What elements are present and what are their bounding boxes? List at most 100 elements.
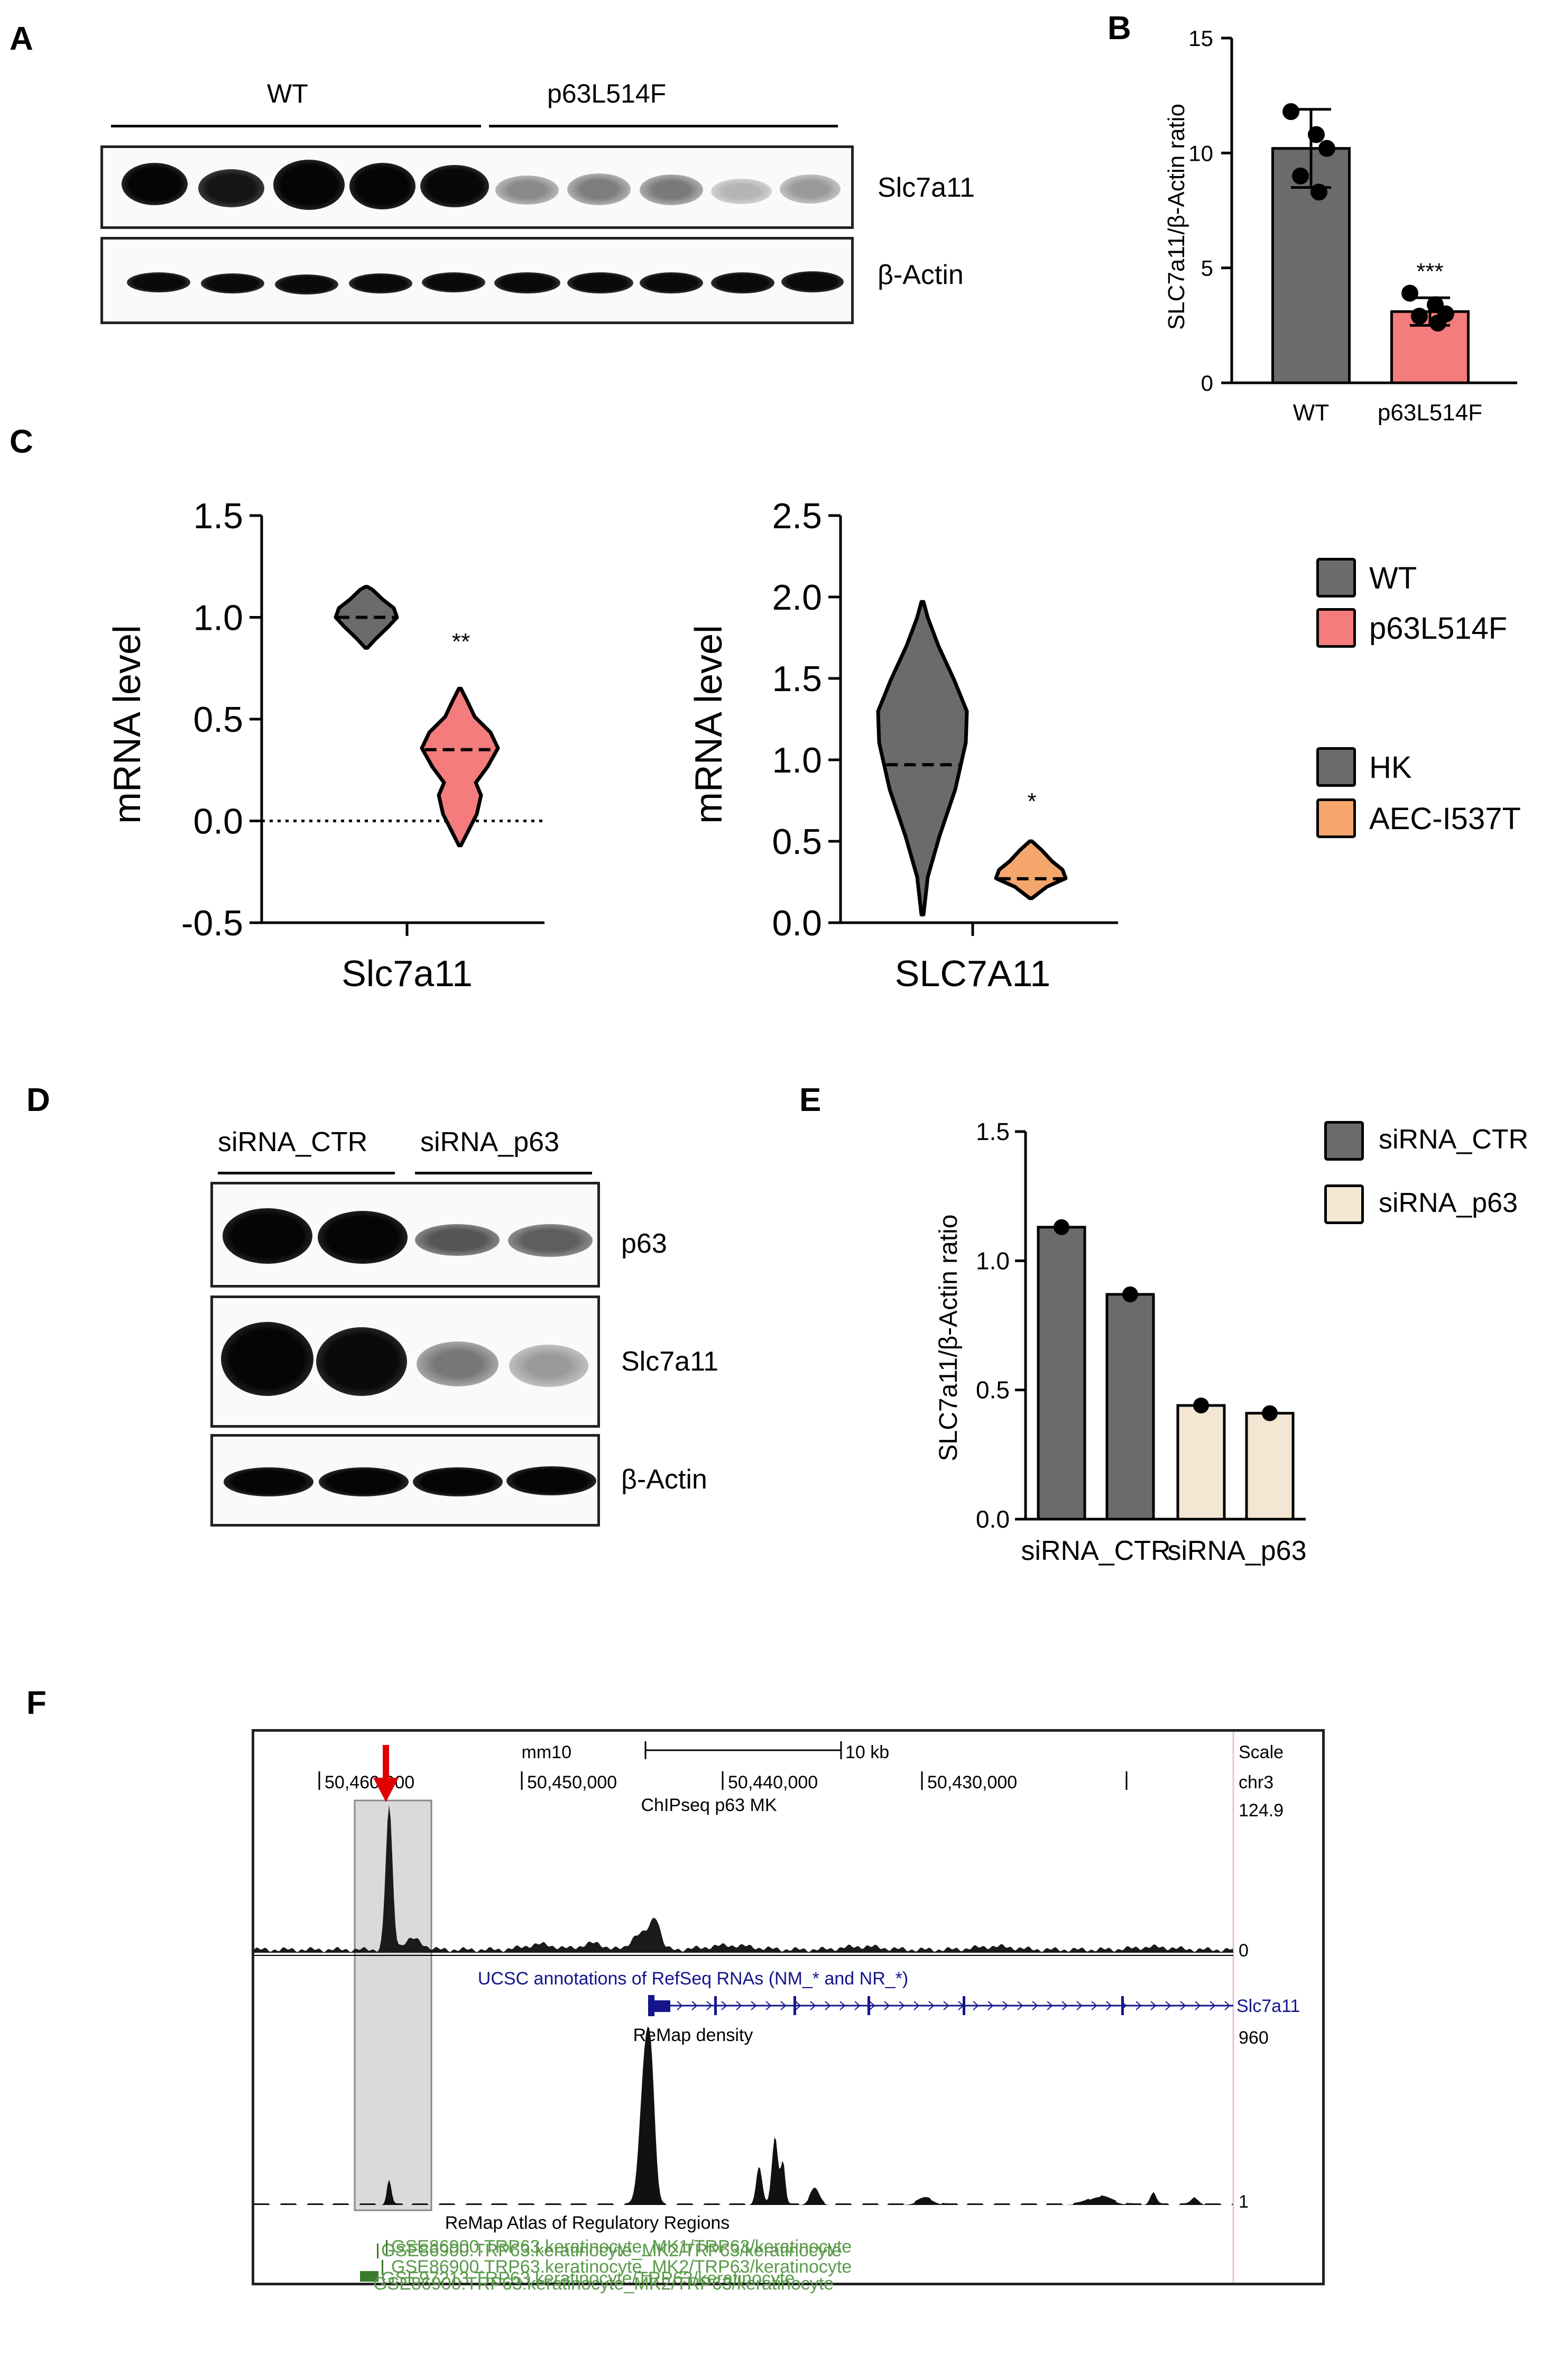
violin-p63 — [420, 686, 500, 848]
region-3: GSE86900.TRP63.keratinocyte_MK1/TRP63/ke… — [391, 2237, 852, 2257]
chart-c-right-ytick: 0.0 — [772, 903, 822, 943]
chart-c-right-ylabel: mRNA level — [688, 625, 730, 824]
chart-c-right-xlabel: SLC7A11 — [895, 953, 1050, 994]
chart-e-bar — [1105, 1293, 1155, 1521]
chart-b-point — [1282, 103, 1299, 121]
track1-title: ChIPseq p63 MK — [641, 1795, 777, 1815]
gene-label: Slc7a11 — [1236, 1996, 1300, 2016]
track1-max: 124.9 — [1239, 1800, 1284, 1821]
chart-c-left-ytick: 1.0 — [193, 598, 243, 638]
region-2: GSE97213.TRP63.keratinocyte/TRP63/kerati… — [381, 2268, 795, 2283]
blot-actin-d-label: β-Actin — [621, 1464, 707, 1495]
blot-slc7a11 — [100, 145, 854, 229]
chart-b-ytick: 0 — [1201, 371, 1213, 396]
coord-3: 50,440,000 — [728, 1772, 818, 1793]
chart-c-left: mRNA level -0.5 0.0 0.5 1.0 1.5 ** Slc7a11 — [106, 496, 544, 994]
group-wt-label: WT — [267, 79, 308, 108]
assembly-label: mm10 — [522, 1742, 571, 1762]
track2-title: UCSC annotations of RefSeq RNAs (NM_* an… — [478, 1969, 908, 1989]
panel-label-b: B — [1107, 10, 1131, 47]
chart-b-point — [1292, 167, 1309, 185]
chart-b-ytick: 15 — [1188, 26, 1213, 51]
chart-b-ytick: 10 — [1188, 141, 1213, 166]
scale-length-label: 10 kb — [845, 1742, 889, 1762]
chart-e-ytick: 1.5 — [976, 1118, 1010, 1145]
scale-label: Scale — [1239, 1742, 1284, 1762]
chart-b-point — [1308, 126, 1325, 143]
chart-e-bar — [1037, 1226, 1086, 1521]
chart-c-right: mRNA level 0.0 0.5 1.0 1.5 2.0 2.5 * SLC7A11 — [688, 496, 1118, 994]
legend-p63l514f-label: p63L514F — [1369, 611, 1508, 646]
chart-e-point — [1193, 1397, 1209, 1413]
blot-slc7a11-label: Slc7a11 — [878, 172, 975, 203]
legend-sirna-ctr-swatch — [1324, 1121, 1364, 1161]
chart-c-right-ytick: 0.5 — [772, 822, 822, 862]
chart-b-point — [1429, 314, 1446, 332]
ucsc-browser-frame: mm10 10 kb Scale 50,460,000 50,450,000 5… — [252, 1729, 1325, 2285]
chart-b-xtick-wt: WT — [1293, 400, 1329, 426]
chart-c-left-ytick: -0.5 — [181, 903, 243, 943]
chart-e-point — [1122, 1286, 1138, 1302]
peak-arrow-icon — [373, 1745, 399, 1802]
chart-b-point — [1318, 140, 1335, 157]
track3-title: ReMap density — [633, 2025, 753, 2045]
chart-b-point — [1401, 284, 1418, 302]
group-sirna-ctr-label: siRNA_CTR — [218, 1127, 368, 1157]
panel-label-d: D — [26, 1082, 50, 1118]
chart-e-point — [1054, 1219, 1069, 1235]
blot-p63 — [210, 1182, 600, 1288]
chart-c-right-significance: * — [1027, 788, 1036, 814]
chart-b-yticks: 0 5 10 15 — [1188, 26, 1232, 396]
peak-highlight-box — [354, 1799, 432, 2211]
chart-b-point — [1310, 183, 1327, 201]
legend-wt-label: WT — [1369, 561, 1417, 595]
blot-p63-label: p63 — [621, 1228, 667, 1259]
group-p63l514f-label: p63L514F — [547, 79, 667, 108]
legend-wt-swatch — [1316, 558, 1356, 598]
chart-e-ytick: 0.5 — [976, 1376, 1010, 1404]
blot-actin-a — [100, 237, 854, 324]
chart-e: SLC7a11/β-Actin ratio 0.0 0.5 1.0 1.5 siRNA… — [935, 1118, 1307, 1566]
chart-c-right-ytick: 2.0 — [772, 577, 822, 618]
chrom-label: chr3 — [1239, 1772, 1273, 1793]
chart-b: SLC7a11/β-Actin ratio 0 5 10 15 *** WT p63L… — [1164, 26, 1517, 426]
legend-aec-swatch — [1316, 798, 1356, 838]
group-p63-line — [489, 125, 838, 127]
chart-c-left-ytick: 0.5 — [193, 700, 243, 740]
chart-b-ylabel: SLC7a11/β-Actin ratio — [1164, 104, 1189, 330]
violin-aec — [994, 839, 1068, 900]
legend-sirna-ctr-label: siRNA_CTR — [1379, 1124, 1529, 1155]
legend-sirna-p63-label: siRNA_p63 — [1379, 1188, 1518, 1218]
region-1: GSE86900.TRP63.keratinocyte_MK2/TRP63/ke… — [381, 2240, 842, 2260]
legend-aec-label: AEC-I537T — [1369, 802, 1521, 836]
coord-4: 50,430,000 — [927, 1772, 1017, 1793]
chart-e-bar — [1245, 1412, 1295, 1521]
legend-sirna-p63-swatch — [1324, 1184, 1364, 1224]
chart-c-left-ylabel: mRNA level — [106, 625, 149, 824]
chart-c-left-ytick: 0.0 — [193, 802, 243, 842]
chart-c-right-ytick: 1.5 — [772, 659, 822, 699]
chart-b-point — [1411, 307, 1428, 325]
track1-min: 0 — [1239, 1941, 1249, 1961]
panel-label-f: F — [26, 1685, 47, 1721]
legend-hk-swatch — [1316, 747, 1356, 787]
chart-c-right-ytick: 2.5 — [772, 496, 822, 536]
track4-title: ReMap Atlas of Regulatory Regions — [445, 2213, 730, 2233]
chart-c-left-ytick: 1.5 — [193, 496, 243, 536]
chart-c-left-significance: ** — [452, 629, 470, 655]
chart-e-ytick: 0.0 — [976, 1505, 1010, 1533]
chart-c-left-xlabel: Slc7a11 — [341, 953, 473, 994]
chart-b-xtick-p63: p63L514F — [1378, 400, 1482, 426]
violin-hk — [876, 600, 969, 917]
blot-actin-label-a: β-Actin — [878, 260, 964, 290]
chart-e-xtick-p63: siRNA_p63 — [1167, 1536, 1306, 1566]
blot-slc7a11-d — [210, 1295, 600, 1428]
blot-slc7a11-d-label: Slc7a11 — [621, 1346, 719, 1377]
track3-min: 1 — [1239, 2192, 1249, 2212]
legend-hk-label: HK — [1369, 750, 1412, 785]
panel-label-e: E — [799, 1082, 821, 1118]
group-wt-line — [111, 125, 481, 127]
group-p63-line — [415, 1172, 592, 1174]
chart-e-point — [1262, 1405, 1278, 1421]
chart-b-ytick: 5 — [1201, 256, 1213, 281]
